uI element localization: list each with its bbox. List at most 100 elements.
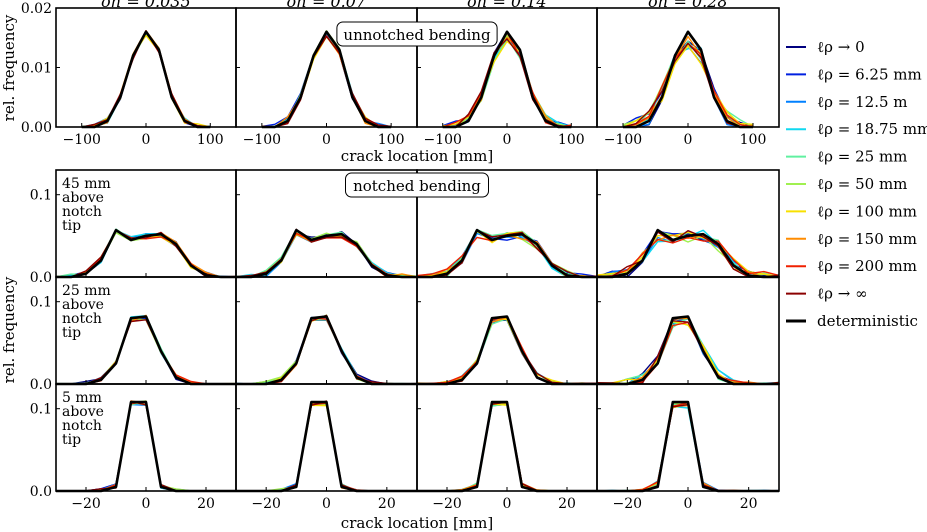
- series-line-r3-c1-9: [235, 400, 417, 492]
- series-line-r1-c1-7: [236, 233, 418, 278]
- x-axis-label-bottom: crack location [mm]: [341, 514, 493, 532]
- unnotched-label: unnotched bending: [343, 26, 491, 44]
- y-axis-label-bottom: rel. frequency: [0, 276, 18, 383]
- x-tick-label-r0-c1-1: 0: [322, 132, 331, 148]
- series-line-r2-c3-5: [597, 321, 780, 385]
- series-line-r3-c2-4: [416, 403, 598, 492]
- series-line-r0-c2-3: [442, 39, 572, 128]
- x-tick-label-r0-c2-0: −100: [423, 132, 461, 148]
- series-line-r0-c1-0: [261, 33, 392, 128]
- series-line-r3-c2-9: [416, 401, 597, 492]
- series-line-r2-c2-6: [416, 317, 598, 385]
- series-line-r3-c2-0: [417, 401, 598, 492]
- x-tick-label-r0-c2-1: 0: [503, 132, 512, 148]
- series-line-r0-c0-3: [81, 32, 211, 128]
- series-line-r0-c1-9: [261, 35, 392, 128]
- series-line-r2-c1-2: [236, 316, 417, 385]
- series-line-r2-c2-8: [416, 315, 598, 385]
- x-tick-label-r3-c3-0: −20: [613, 496, 643, 512]
- series-line-r3-c2-8: [416, 400, 598, 492]
- x-tick-label-r0-c1-0: −100: [243, 132, 281, 148]
- x-tick-label-r3-c1-0: −20: [251, 496, 281, 512]
- series-line-r3-c1-3: [235, 403, 418, 492]
- series-line-r3-c2-3: [417, 401, 598, 492]
- series-line-r1-c0-10: [56, 228, 236, 279]
- series-line-r0-c1-8: [261, 35, 392, 128]
- series-line-r0-c1-1: [261, 33, 392, 128]
- series-line-r0-c3-9: [622, 42, 753, 128]
- row-annotation-3-3: tip: [62, 432, 81, 448]
- y-axis-label-top: rel. frequency: [0, 14, 18, 121]
- legend-label-7: ℓρ = 150 mm: [817, 230, 917, 248]
- series-line-r0-c2-7: [442, 36, 572, 128]
- series-line-r3-c3-9: [596, 403, 779, 492]
- notched-label-box: [345, 172, 489, 198]
- series-line-r2-c3-8: [596, 321, 779, 385]
- row-annotation-1-2: notch: [62, 204, 102, 220]
- series-line-r1-c3-8: [596, 236, 780, 278]
- series-line-r2-c1-3: [235, 318, 418, 385]
- x-tick-label-r3-c0-1: 0: [142, 496, 151, 512]
- series-line-r2-c1-10: [236, 315, 417, 386]
- series-line-r0-c0-6: [81, 34, 211, 128]
- series-line-r0-c2-8: [442, 31, 572, 128]
- series-line-r2-c1-0: [235, 319, 418, 385]
- series-line-r0-c1-6: [261, 35, 392, 128]
- x-tick-label-r3-c2-2: 20: [558, 496, 576, 512]
- legend-label-4: ℓρ = 25 mm: [817, 148, 907, 166]
- series-line-r0-c0-1: [81, 32, 211, 128]
- series-line-r2-c2-0: [417, 319, 598, 385]
- series-line-r3-c2-6: [416, 403, 598, 492]
- row-annotation-3-0: 5 mm: [62, 390, 102, 406]
- x-tick-label-r0-c3-0: −100: [604, 132, 642, 148]
- series-line-r2-c1-1: [236, 314, 418, 385]
- series-line-r2-c2-1: [416, 317, 598, 385]
- series-line-r0-c0-9: [81, 30, 211, 128]
- series-line-r3-c2-2: [417, 401, 597, 492]
- series-line-r3-c3-0: [596, 403, 779, 492]
- y-tick-label-r3-1: 0.1: [30, 402, 52, 418]
- panel-frame-r0-c0: [55, 7, 237, 128]
- series-line-r2-c1-8: [235, 317, 417, 385]
- legend-label-9: ℓρ → ∞: [817, 285, 868, 303]
- series-line-r3-c1-2: [236, 401, 417, 492]
- panel-frame-r2-c2: [416, 276, 598, 385]
- y-tick-label-r2-1: 0.1: [30, 295, 52, 311]
- y-tick-label-r0-0: 0.00: [21, 120, 52, 136]
- series-line-r2-c0-5: [55, 317, 236, 385]
- series-line-r2-c3-6: [596, 320, 779, 385]
- series-line-r2-c1-5: [235, 314, 417, 385]
- series-line-r3-c3-10: [597, 400, 779, 493]
- series-line-r2-c0-2: [56, 316, 236, 385]
- series-line-r1-c1-2: [235, 233, 418, 278]
- x-tick-label-r3-c3-2: 20: [740, 496, 758, 512]
- series-line-r2-c1-6: [235, 315, 418, 385]
- series-line-r2-c2-4: [417, 317, 598, 385]
- row-annotation-1-0: 45 mm: [62, 176, 111, 192]
- x-tick-label-r3-c0-2: 20: [197, 496, 215, 512]
- x-tick-label-r3-c2-0: −20: [432, 496, 462, 512]
- series-line-r3-c3-7: [596, 404, 779, 492]
- legend-label-10: deterministic: [817, 312, 918, 330]
- series-line-r3-c3-8: [597, 402, 779, 492]
- series-line-r0-c3-4: [622, 40, 754, 128]
- series-line-r3-c1-10: [236, 400, 417, 493]
- series-line-r2-c0-1: [55, 318, 237, 385]
- series-line-r2-c2-3: [416, 317, 598, 385]
- column-title-2: δh = 0.14: [467, 0, 546, 11]
- series-line-r2-c1-9: [235, 314, 417, 385]
- series-line-r0-c1-10: [261, 30, 392, 129]
- series-line-r1-c1-8: [235, 232, 417, 278]
- series-line-r0-c3-0: [623, 40, 754, 128]
- series-line-r2-c1-7: [235, 316, 418, 385]
- series-line-r3-c3-1: [597, 404, 780, 492]
- column-title-0: δh = 0.035: [101, 0, 190, 11]
- series-line-r3-c3-2: [597, 402, 780, 492]
- x-tick-label-r0-c0-2: 100: [197, 132, 224, 148]
- series-line-r3-c1-1: [236, 401, 418, 492]
- panel-frame-r3-c3: [596, 383, 780, 492]
- x-tick-label-r3-c1-1: 0: [322, 496, 331, 512]
- legend-label-0: ℓρ → 0: [817, 38, 865, 56]
- series-line-r2-c3-7: [597, 317, 779, 385]
